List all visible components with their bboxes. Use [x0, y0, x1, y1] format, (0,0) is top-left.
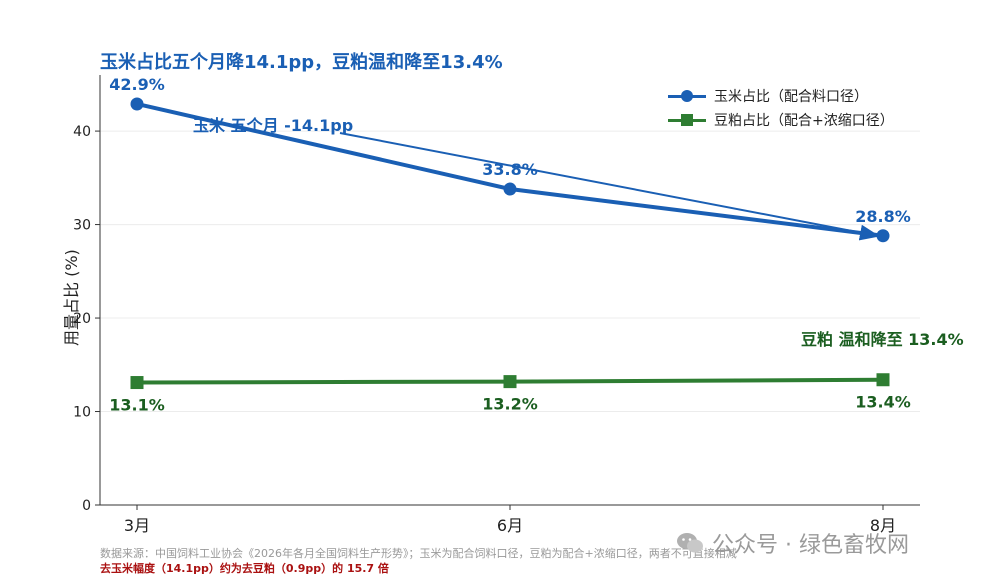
y-tick-label: 40 — [73, 124, 91, 140]
x-tick-label: 3月 — [124, 516, 150, 535]
annotation-arrow — [339, 132, 880, 241]
watermark: 公众号 · 绿色畜牧网 — [676, 527, 909, 559]
footer-source: 数据来源：中国饲料工业协会《2026年各月全国饲料生产形势》；玉米为配合饲料口径… — [100, 547, 737, 560]
legend-label-corn: 玉米占比（配合料口径） — [714, 89, 868, 105]
footer-note: 去玉米幅度（14.1pp）约为去豆粕（0.9pp）的 15.7 倍 — [100, 562, 389, 575]
legend: 玉米占比（配合料口径） 豆粕占比（配合+浓缩口径） — [668, 84, 894, 132]
y-tick-label: 20 — [73, 311, 91, 327]
data-label: 13.4% — [855, 393, 911, 412]
y-axis-label: 用量占比 (%) — [62, 249, 81, 346]
data-point-corn — [876, 229, 890, 243]
legend-item-soy: 豆粕占比（配合+浓缩口径） — [668, 108, 894, 132]
wechat-icon — [677, 533, 703, 553]
annotation-corn: 玉米 五个月 -14.1pp — [193, 116, 354, 135]
data-labels: 42.9% 33.8% 28.8% 13.1% 13.2% 13.4% — [109, 75, 911, 415]
annotation-soy: 豆粕 温和降至 13.4% — [801, 330, 964, 349]
x-tick-label: 8月 — [870, 516, 896, 535]
grid — [100, 130, 920, 413]
data-point-soy — [503, 375, 517, 389]
legend-label-soy: 豆粕占比（配合+浓缩口径） — [714, 113, 894, 129]
x-tick-label: 6月 — [497, 516, 523, 535]
data-label: 42.9% — [109, 75, 165, 94]
legend-swatch-soy — [668, 113, 706, 127]
data-point-corn — [130, 97, 144, 111]
y-tick-label: 0 — [82, 498, 91, 514]
data-label: 13.2% — [482, 395, 538, 414]
data-point-soy — [876, 373, 890, 387]
legend-swatch-corn — [668, 89, 706, 103]
data-label: 13.1% — [109, 396, 165, 415]
chart-title: 玉米占比五个月降14.1pp，豆粕温和降至13.4% — [100, 52, 503, 73]
y-tick-label: 30 — [73, 218, 91, 234]
axes: 0 10 20 30 40 3月 6月 8月 — [73, 75, 920, 535]
legend-item-corn: 玉米占比（配合料口径） — [668, 84, 894, 108]
data-label: 33.8% — [482, 160, 538, 179]
data-point-corn — [503, 182, 517, 196]
data-label: 28.8% — [855, 207, 911, 226]
series — [130, 97, 890, 390]
y-tick-label: 10 — [73, 405, 91, 421]
data-point-soy — [130, 376, 144, 390]
watermark-text: 公众号 · 绿色畜牧网 — [712, 533, 909, 558]
